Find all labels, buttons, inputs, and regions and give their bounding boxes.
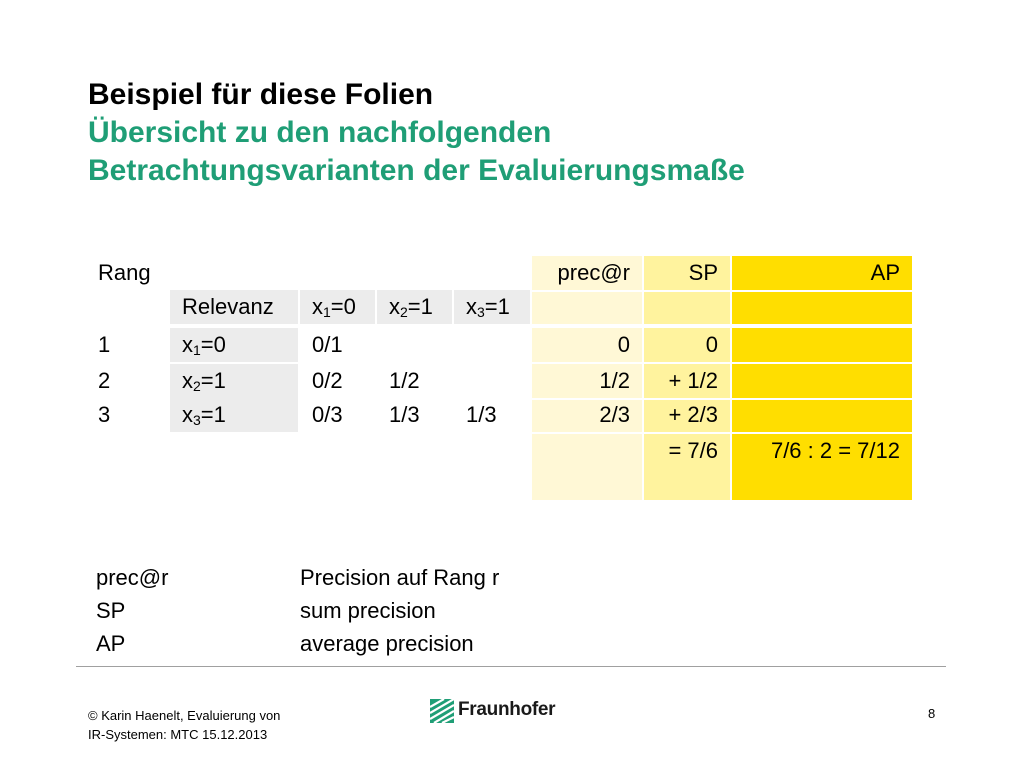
prec-bg-5 bbox=[532, 434, 642, 500]
slide-title: Beispiel für diese Folien Übersicht zu d… bbox=[88, 76, 745, 190]
legend-terms: prec@r SP AP bbox=[96, 561, 168, 660]
ap-bg-1 bbox=[732, 292, 912, 324]
legend-term-prec: prec@r bbox=[96, 565, 169, 590]
ap-bg-2 bbox=[732, 328, 912, 362]
sp-bg-3 bbox=[644, 364, 730, 398]
legend-term-sp: SP bbox=[96, 598, 126, 623]
prec-bg-1 bbox=[532, 292, 642, 324]
prec-bg-2 bbox=[532, 328, 642, 362]
relevanz-3: x3=1 bbox=[182, 402, 226, 428]
row2-c2: 1/2 bbox=[389, 368, 420, 393]
sp-header: SP bbox=[688, 260, 718, 285]
rang-3: 3 bbox=[98, 402, 111, 427]
legend-descriptions: Precision auf Rang r sum precision avera… bbox=[300, 561, 499, 660]
row2-c1: 0/2 bbox=[312, 368, 343, 393]
rel-row3-bg bbox=[170, 398, 298, 432]
sp-bg-2 bbox=[644, 328, 730, 362]
relevanz-header-bg bbox=[170, 290, 298, 324]
sp-bg-1 bbox=[644, 292, 730, 324]
row3-c2: 1/3 bbox=[389, 402, 420, 427]
row3-c3: 1/3 bbox=[466, 402, 497, 427]
x2-header-bg bbox=[377, 290, 452, 324]
rel-row2-bg bbox=[170, 364, 298, 398]
row1-sp: 0 bbox=[705, 332, 718, 357]
row1-c1: 0/1 bbox=[312, 332, 343, 357]
sp-total: = 7/6 bbox=[668, 438, 718, 463]
legend-desc-sp: sum precision bbox=[300, 598, 436, 623]
legend-desc-ap: average precision bbox=[300, 631, 474, 656]
fraunhofer-logo-text: Fraunhofer bbox=[458, 699, 556, 720]
relevanz-header: Relevanz bbox=[182, 294, 274, 319]
row3-sp: + 2/3 bbox=[668, 402, 718, 427]
rang-1: 1 bbox=[98, 332, 111, 357]
prec-bg-0 bbox=[532, 256, 642, 290]
sp-bg-4 bbox=[644, 400, 730, 432]
ap-bg-0 bbox=[732, 256, 912, 290]
ap-bg-5 bbox=[732, 434, 912, 500]
ap-bg-4 bbox=[732, 400, 912, 432]
fraunhofer-logo-icon bbox=[430, 699, 454, 723]
legend-term-ap: AP bbox=[96, 631, 126, 656]
sp-bg-0 bbox=[644, 256, 730, 290]
prec-header: prec@r bbox=[557, 260, 630, 285]
fraunhofer-logo: Fraunhofer bbox=[430, 698, 570, 724]
legend-desc-prec: Precision auf Rang r bbox=[300, 565, 500, 590]
col-x1-header: x1=0 bbox=[312, 294, 356, 320]
col-x2-header: x2=1 bbox=[389, 294, 433, 320]
relevanz-2: x2=1 bbox=[182, 368, 226, 394]
col-x3-header: x3=1 bbox=[466, 294, 510, 320]
rang-2: 2 bbox=[98, 368, 111, 393]
ap-header: AP bbox=[870, 260, 900, 285]
rang-header: Rang bbox=[98, 260, 151, 285]
ap-total: 7/6 : 2 = 7/12 bbox=[770, 438, 900, 463]
row3-c1: 0/3 bbox=[312, 402, 343, 427]
footer-copyright: © Karin Haenelt, Evaluierung von IR-Syst… bbox=[88, 706, 280, 744]
row2-prec: 1/2 bbox=[599, 368, 630, 393]
title-line-1: Beispiel für diese Folien bbox=[88, 78, 434, 111]
rel-row1-bg bbox=[170, 328, 298, 362]
page-number: 8 bbox=[928, 706, 936, 721]
x1-header-bg bbox=[300, 290, 375, 324]
relevanz-1: x1=0 bbox=[182, 332, 226, 358]
row3-prec: 2/3 bbox=[599, 402, 630, 427]
footer-divider bbox=[76, 666, 946, 667]
prec-bg-4 bbox=[532, 400, 642, 432]
sp-bg-5 bbox=[644, 434, 730, 500]
x3-header-bg bbox=[454, 290, 530, 324]
row1-prec: 0 bbox=[617, 332, 630, 357]
title-line-3: Betrachtungsvarianten der Evaluierungsma… bbox=[88, 154, 745, 187]
row2-sp: + 1/2 bbox=[668, 368, 718, 393]
footer-line-2: IR-Systemen: MTC 15.12.2013 bbox=[88, 727, 268, 742]
prec-bg-3 bbox=[532, 364, 642, 398]
title-line-2: Übersicht zu den nachfolgenden bbox=[88, 116, 552, 149]
footer-line-1: © Karin Haenelt, Evaluierung von bbox=[88, 708, 281, 723]
ap-bg-3 bbox=[732, 364, 912, 398]
